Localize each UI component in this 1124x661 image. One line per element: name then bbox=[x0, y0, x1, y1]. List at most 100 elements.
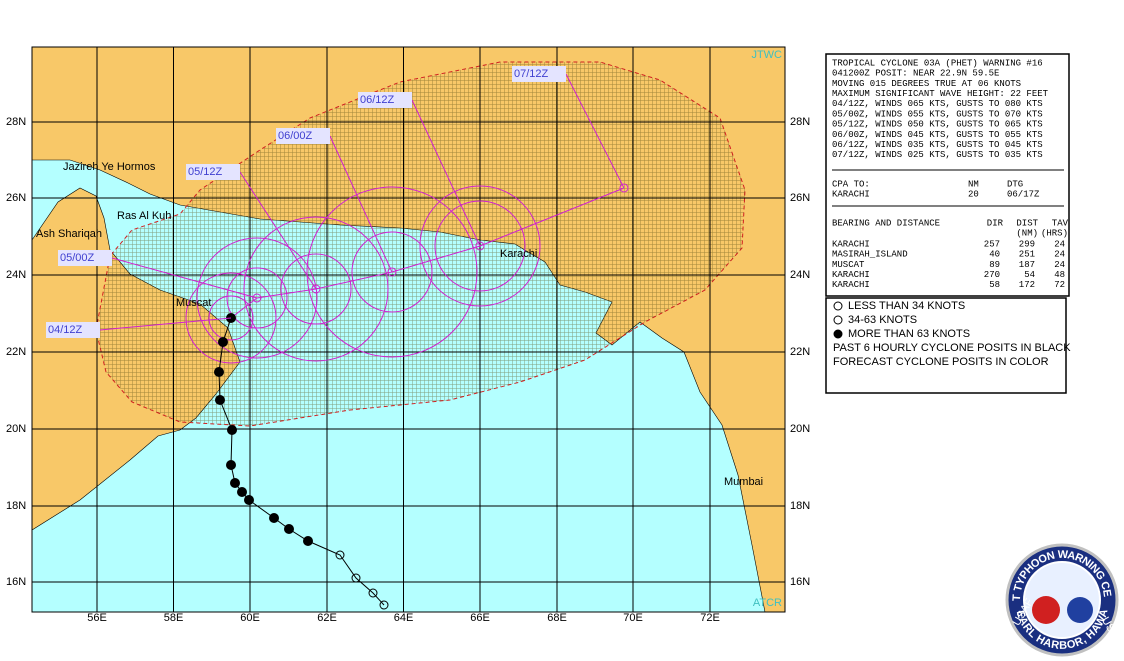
bearing-cell: 89 bbox=[989, 260, 1000, 270]
time-label-bg bbox=[58, 250, 112, 266]
time-label-bg bbox=[46, 322, 100, 338]
past-track bbox=[214, 313, 389, 610]
lat-label: 24N bbox=[790, 269, 810, 281]
lat-label: 22N bbox=[790, 346, 810, 358]
warning-box bbox=[825, 53, 1070, 297]
warning-line: 05/00Z, WINDS 055 KTS, GUSTS TO 070 KTS bbox=[832, 109, 1043, 119]
wind-radius bbox=[419, 185, 541, 307]
map-labels: 28N 28N 26N 26N 24N 24N 22N 22N 20N 20N 18N 18N 16N 1… bbox=[6, 49, 810, 624]
warning-line: 06/00Z, WINDS 045 KTS, GUSTS TO 055 KTS bbox=[832, 130, 1043, 140]
bearing-header: BEARING AND DISTANCE bbox=[832, 218, 940, 228]
wind-radius bbox=[351, 231, 433, 313]
bearing-cell: 24 bbox=[1054, 239, 1065, 249]
lat-label: 28N bbox=[790, 116, 810, 128]
wind-radius bbox=[208, 295, 254, 341]
map bbox=[32, 47, 785, 612]
bearing-cell: 172 bbox=[1019, 280, 1035, 290]
bearing-cell: KARACHI bbox=[832, 270, 870, 280]
forecast-time: 07/12Z bbox=[514, 68, 549, 80]
lat-label: 22N bbox=[6, 346, 26, 358]
legend-item: LESS THAN 34 KNOTS bbox=[848, 300, 965, 312]
lon-label: 56E bbox=[87, 612, 107, 624]
forecast-line bbox=[230, 187, 625, 319]
bearing-header: DIST bbox=[1016, 218, 1038, 228]
bearing-cell: 48 bbox=[1054, 270, 1065, 280]
logo-emblem bbox=[1032, 596, 1060, 624]
forecast-time: 06/00Z bbox=[278, 130, 313, 142]
time-leader bbox=[99, 317, 232, 331]
bearing-cell: 24 bbox=[1054, 250, 1065, 260]
track-point bbox=[335, 550, 345, 560]
lat-label: 18N bbox=[790, 500, 810, 512]
lon-label: 62E bbox=[317, 612, 337, 624]
bearing-cell: 40 bbox=[989, 250, 1000, 260]
lat-label: 16N bbox=[6, 576, 26, 588]
time-leader bbox=[329, 135, 393, 273]
bearing-cell: 270 bbox=[984, 270, 1000, 280]
track-point bbox=[226, 460, 236, 470]
warning-line: TROPICAL CYCLONE 03A (PHET) WARNING #16 bbox=[832, 58, 1043, 68]
bearing-header: DIR bbox=[987, 218, 1004, 228]
warning-line: 04/12Z, WINDS 065 KTS, GUSTS TO 080 KTS bbox=[832, 99, 1043, 109]
forecast-time: 04/12Z bbox=[48, 324, 83, 336]
lon-label: 70E bbox=[623, 612, 643, 624]
lat-label: 26N bbox=[790, 192, 810, 204]
map-frame bbox=[31, 46, 786, 613]
track-point bbox=[218, 337, 228, 347]
time-leader bbox=[111, 257, 258, 299]
forecast-point bbox=[311, 284, 321, 294]
warning-line: 041200Z POSIT: NEAR 22.9N 59.5E bbox=[832, 69, 999, 79]
warning-text: TROPICAL CYCLONE 03A (PHET) WARNING #160… bbox=[832, 58, 1069, 290]
forecast-point bbox=[387, 267, 397, 277]
cpa-header: NM bbox=[968, 179, 979, 189]
track-point bbox=[230, 478, 240, 488]
place-name: Karachi bbox=[500, 248, 537, 260]
lat-label: 26N bbox=[6, 192, 26, 204]
time-leader bbox=[565, 73, 625, 189]
wind-radius bbox=[280, 253, 352, 325]
track-point bbox=[269, 513, 279, 523]
time-label-bg bbox=[186, 164, 240, 180]
time-leader bbox=[239, 171, 317, 290]
legend-symbol bbox=[833, 301, 843, 311]
place-name: Ash Shariqah bbox=[36, 228, 102, 240]
lon-label: 64E bbox=[394, 612, 414, 624]
track-line bbox=[218, 317, 385, 606]
warning-line: 07/12Z, WINDS 025 KTS, GUSTS TO 035 KTS bbox=[832, 150, 1043, 160]
forecast-point bbox=[475, 241, 485, 251]
bearing-cell: MUSCAT bbox=[832, 260, 865, 270]
lon-label: 58E bbox=[164, 612, 184, 624]
lat-label: 20N bbox=[790, 423, 810, 435]
bearing-cell: MASIRAH_ISLAND bbox=[832, 250, 908, 260]
legend-note: FORECAST CYCLONE POSITS IN COLOR bbox=[833, 356, 1049, 368]
wind-radius bbox=[185, 272, 277, 364]
warning-line: 05/12Z, WINDS 050 KTS, GUSTS TO 065 KTS bbox=[832, 120, 1043, 130]
lon-label: 68E bbox=[547, 612, 567, 624]
warning-line: MAXIMUM SIGNIFICANT WAVE HEIGHT: 22 FEET bbox=[832, 89, 1049, 99]
bearing-cell: KARACHI bbox=[832, 239, 870, 249]
track-point bbox=[284, 524, 294, 534]
lat-label: 20N bbox=[6, 423, 26, 435]
bearing-cell: 251 bbox=[1019, 250, 1035, 260]
forecast-time: 05/12Z bbox=[188, 166, 223, 178]
forecast-time: 06/12Z bbox=[360, 94, 395, 106]
bearing-header: TAV bbox=[1052, 218, 1069, 228]
logo-center bbox=[1023, 561, 1101, 639]
wind-radius bbox=[434, 200, 526, 292]
forecast-point bbox=[619, 183, 629, 193]
track-point bbox=[227, 425, 237, 435]
source-mark: ATCR bbox=[753, 597, 782, 609]
track-point bbox=[214, 367, 224, 377]
wind-radius bbox=[196, 237, 318, 359]
lat-label: 28N bbox=[6, 116, 26, 128]
bearing-cell: 72 bbox=[1054, 280, 1065, 290]
forecast-time: 05/00Z bbox=[60, 252, 95, 264]
legend-symbol bbox=[833, 315, 843, 325]
track-point bbox=[351, 573, 361, 583]
legend-symbol bbox=[833, 329, 843, 339]
legend-item: MORE THAN 63 KNOTS bbox=[848, 328, 970, 340]
time-label-bg bbox=[358, 92, 412, 108]
time-leader bbox=[411, 99, 481, 247]
cpa-cell: KARACHI bbox=[832, 189, 870, 199]
